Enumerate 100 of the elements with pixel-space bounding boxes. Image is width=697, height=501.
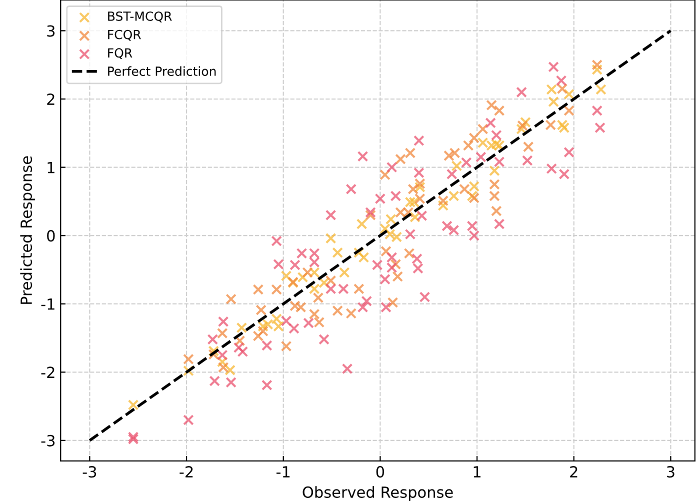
- point: [395, 154, 406, 165]
- point: [548, 96, 559, 108]
- point: [489, 165, 500, 176]
- point: [208, 348, 220, 360]
- point: [356, 218, 368, 230]
- point: [490, 138, 502, 150]
- point: [438, 200, 449, 211]
- point: [520, 116, 531, 128]
- point: [183, 365, 194, 376]
- point: [592, 64, 603, 76]
- x-axis-title: Observed Response: [302, 486, 453, 501]
- point: [208, 346, 220, 356]
- point: [468, 132, 480, 144]
- point: [325, 275, 336, 286]
- point: [404, 196, 416, 208]
- point: [216, 328, 228, 339]
- point: [516, 124, 528, 134]
- point: [489, 190, 500, 202]
- point: [558, 122, 570, 134]
- point: [392, 271, 404, 282]
- point: [332, 247, 344, 258]
- point: [183, 354, 194, 365]
- point: [546, 84, 558, 95]
- point: [486, 100, 497, 111]
- y-axis-title: Predicted Response: [20, 156, 35, 304]
- x-tick-label: 3: [667, 466, 674, 478]
- point: [490, 206, 502, 216]
- point: [410, 212, 420, 223]
- point: [226, 294, 237, 305]
- y-tick-label: -3: [41, 434, 55, 446]
- point: [517, 120, 528, 132]
- point: [258, 326, 268, 337]
- point: [338, 267, 350, 278]
- point: [414, 193, 426, 204]
- point: [489, 178, 500, 190]
- y-tick-label: -2: [41, 366, 54, 378]
- point: [224, 364, 236, 376]
- point: [346, 308, 357, 319]
- point: [468, 180, 480, 192]
- point: [462, 140, 474, 151]
- x-tick-label: -1: [276, 466, 290, 478]
- point: [297, 272, 308, 283]
- x-tick-label: 1: [474, 466, 480, 478]
- point: [451, 160, 462, 172]
- y-tick-label: -1: [41, 298, 54, 310]
- point: [522, 141, 534, 152]
- point: [332, 305, 344, 316]
- point: [312, 292, 324, 304]
- point: [252, 284, 264, 295]
- point: [314, 316, 325, 328]
- point: [494, 105, 505, 116]
- y-tick-label: 0: [47, 230, 55, 242]
- y-tick-label: 3: [47, 25, 55, 37]
- point: [380, 169, 390, 180]
- point: [353, 283, 364, 294]
- point: [216, 356, 228, 368]
- point: [318, 277, 330, 288]
- point: [258, 320, 268, 332]
- point: [564, 105, 574, 116]
- x-tick-label: 2: [570, 466, 578, 478]
- point: [414, 178, 426, 190]
- point: [387, 297, 398, 308]
- point: [477, 124, 488, 134]
- point: [459, 184, 470, 195]
- legend-label: FCQR: [108, 30, 141, 41]
- point: [256, 304, 267, 316]
- point: [218, 362, 229, 373]
- x-tick-label: -3: [82, 466, 96, 478]
- x-tick-label: -2: [180, 466, 193, 478]
- legend-label: FQR: [108, 48, 132, 60]
- point: [271, 284, 282, 295]
- y-tick-label: 1: [48, 162, 54, 174]
- point: [404, 248, 415, 259]
- point: [234, 335, 246, 346]
- point: [302, 267, 314, 278]
- point: [556, 120, 568, 130]
- point: [280, 270, 292, 282]
- point: [280, 340, 292, 352]
- point: [380, 223, 390, 234]
- point: [271, 313, 282, 324]
- point: [545, 120, 556, 130]
- point: [404, 148, 416, 158]
- point: [358, 252, 370, 263]
- point: [325, 232, 336, 244]
- point: [564, 88, 574, 100]
- point: [308, 308, 320, 320]
- point: [596, 84, 606, 95]
- point: [414, 182, 426, 193]
- point: [252, 330, 264, 342]
- point: [365, 210, 376, 221]
- legend-label: Perfect Prediction: [108, 66, 216, 76]
- point: [390, 258, 402, 270]
- point: [592, 59, 603, 70]
- point: [128, 399, 139, 410]
- point: [353, 247, 364, 258]
- point: [385, 214, 396, 225]
- point: [448, 190, 460, 202]
- point: [308, 267, 320, 278]
- point: [236, 322, 248, 334]
- point: [556, 83, 568, 94]
